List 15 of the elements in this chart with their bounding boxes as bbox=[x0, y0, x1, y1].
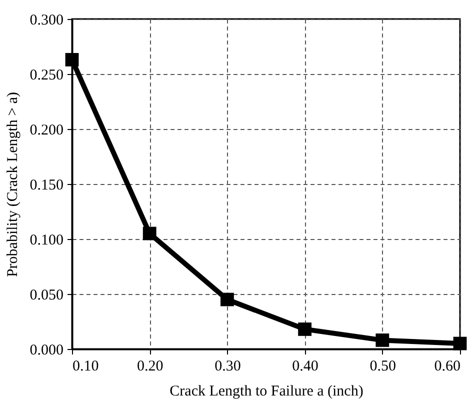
y-tick-label: 0.100 bbox=[30, 232, 64, 248]
y-tick-label: 0.000 bbox=[30, 342, 64, 358]
y-tick-label: 0.300 bbox=[30, 12, 64, 28]
x-tick-label: 0.60 bbox=[434, 358, 460, 374]
y-tick-label: 0.050 bbox=[30, 288, 64, 304]
y-tick-label: 0.150 bbox=[30, 178, 64, 194]
y-tick-label: 0.250 bbox=[30, 68, 64, 84]
x-tick-label: 0.20 bbox=[136, 358, 164, 374]
y-tick-label: 0.200 bbox=[30, 122, 64, 138]
x-tick-label: 0.30 bbox=[214, 358, 241, 374]
x-tick-label: 0.10 bbox=[72, 358, 99, 374]
x-tick-label: 0.50 bbox=[370, 358, 396, 374]
x-tick-label: 0.40 bbox=[292, 358, 318, 374]
y-axis-title: Probability (Crack Length > a) bbox=[4, 92, 21, 278]
x-axis-title: Crack Length to Failure a (inch) bbox=[170, 384, 364, 400]
